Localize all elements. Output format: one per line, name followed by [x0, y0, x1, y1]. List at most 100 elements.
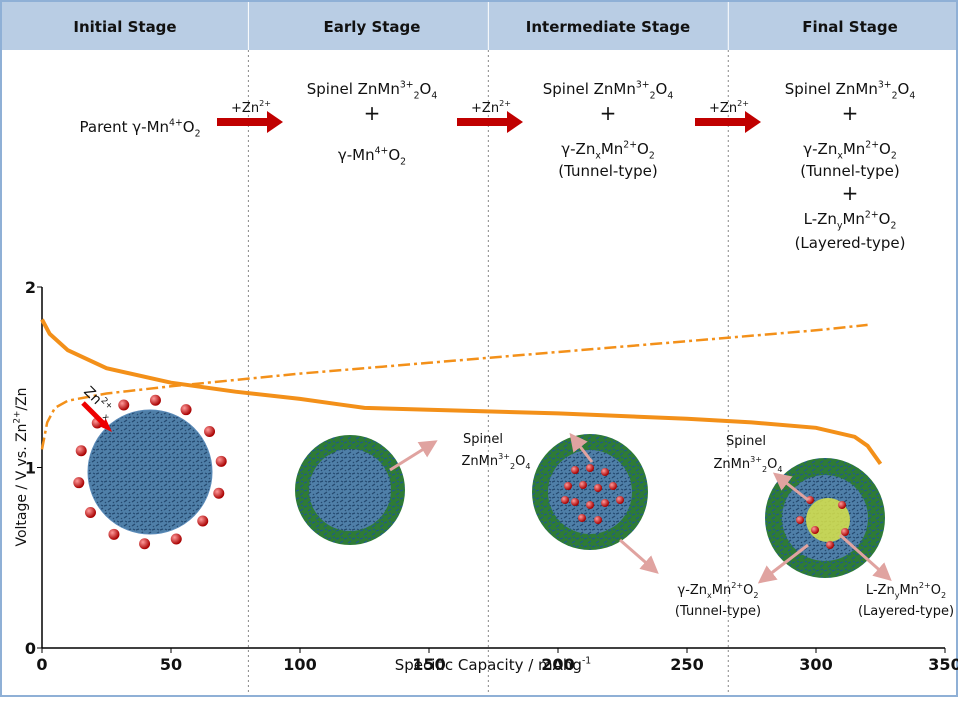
zn-arrow [217, 111, 283, 133]
label-part: ZnMn [462, 454, 499, 469]
label-part: 2+ [919, 581, 931, 590]
label: Spinel ZnMn3+2O4 [307, 79, 438, 101]
label-part: O [931, 583, 941, 598]
zn-arrow [457, 111, 523, 133]
particles [73, 394, 892, 584]
label-part: Specific Capacity / mAhg [395, 656, 582, 674]
header-bar [2, 2, 956, 50]
stage-title: Final Stage [802, 18, 898, 36]
label-part: O [879, 140, 891, 158]
label-part: +Zn [471, 101, 499, 116]
zn-ion [586, 501, 594, 509]
label-part: γ-Zn [561, 140, 595, 158]
zn-ion [806, 496, 814, 504]
label: Spinel ZnMn3+2O4 [543, 79, 674, 101]
label-part: O [767, 457, 777, 472]
label: ZnMn3+2O4 [714, 455, 783, 474]
x-tick-label: 250 [670, 655, 703, 674]
label-part: (Tunnel-type) [800, 162, 899, 180]
zn-ion [561, 496, 569, 504]
label-part: O [420, 80, 432, 98]
label-part: 2 [195, 129, 201, 140]
zn-ion [594, 484, 602, 492]
label-part: x [837, 151, 843, 162]
zn-ion [838, 501, 846, 509]
label-part: 2+ [865, 139, 879, 150]
y-tick-label: 2 [25, 278, 36, 297]
label: + [364, 101, 381, 125]
label-part: 3+ [400, 79, 414, 90]
label-part: L-Zn [804, 210, 837, 228]
label-part: Spinel ZnMn [785, 80, 878, 98]
label-part: 2 [650, 91, 656, 102]
zn-ion [180, 404, 192, 416]
zn-ion [118, 399, 130, 411]
label-part: 2 [892, 91, 898, 102]
zn-ion [84, 507, 96, 519]
label: Spinel ZnMn3+2O4 [785, 79, 916, 101]
label-part: y [895, 591, 900, 600]
label-part: 2 [890, 221, 896, 232]
label-part: y [837, 221, 843, 232]
label: Parent γ-Mn4+O2 [80, 117, 201, 139]
zn-ion [826, 541, 834, 549]
label-part: x [100, 412, 111, 423]
x-tick-label: 200 [541, 655, 574, 674]
label-part: (Layered-type) [858, 604, 954, 619]
label-part: O [879, 210, 891, 228]
x-tick-label: 0 [36, 655, 47, 674]
label-part: 4 [431, 91, 437, 102]
label-part: 4 [909, 91, 915, 102]
label-part: -1 [582, 655, 591, 666]
label-part: 4+ [375, 145, 389, 156]
zn-ion [571, 498, 579, 506]
label-part: 2 [762, 465, 767, 474]
label-part: Spinel [726, 434, 766, 449]
zn-ion [609, 482, 617, 490]
label-part: 2+ [13, 411, 23, 424]
data-line [40, 323, 868, 450]
label-part: 2 [510, 462, 515, 471]
pointer-arrows [389, 432, 892, 584]
label: ZnMn3+2O4 [462, 452, 531, 471]
y-tick-label: 0 [25, 639, 36, 658]
zn-ion [594, 516, 602, 524]
label: γ-Mn4+O2 [338, 145, 406, 167]
label: +Zn2+ [471, 99, 511, 116]
x-tick-label: 150 [412, 655, 445, 674]
label-part: O [388, 146, 400, 164]
zn-ion [139, 538, 151, 550]
zn-ion [601, 468, 609, 476]
zn-ion [213, 487, 225, 499]
chart-layer: Initial Stage Early Stage Intermediate Sta… [13, 2, 958, 695]
label-part: O [637, 140, 649, 158]
label: L-ZnyMn2+O2 [866, 581, 946, 600]
zn-ion [586, 464, 594, 472]
zn-ions [561, 464, 849, 549]
label-part: 4+ [169, 117, 183, 128]
zn-ion [73, 477, 85, 489]
label-part: x [595, 151, 601, 162]
y-tick-label: 1 [25, 459, 36, 478]
label-part: Voltage / V vs. Zn [14, 423, 30, 546]
label: Specific Capacity / mAhg-1 [395, 655, 592, 674]
particle-core [548, 450, 632, 534]
label: +Zn2+ [709, 99, 749, 116]
label-part: + [600, 101, 617, 125]
label-part: 2 [753, 591, 758, 600]
zn-ion [170, 533, 182, 545]
zn-ion [601, 499, 609, 507]
label: +Zn2+ [231, 99, 271, 116]
label-part: O [743, 583, 753, 598]
label: (Tunnel-type) [558, 162, 657, 180]
label: + [842, 101, 859, 125]
label-part: (Layered-type) [795, 234, 906, 252]
label: + [600, 101, 617, 125]
label: Spinel [726, 434, 766, 449]
zn-ions [73, 394, 227, 550]
label-part: 2 [941, 591, 946, 600]
label-part: 2 [400, 157, 406, 168]
zn-ion [811, 526, 819, 534]
